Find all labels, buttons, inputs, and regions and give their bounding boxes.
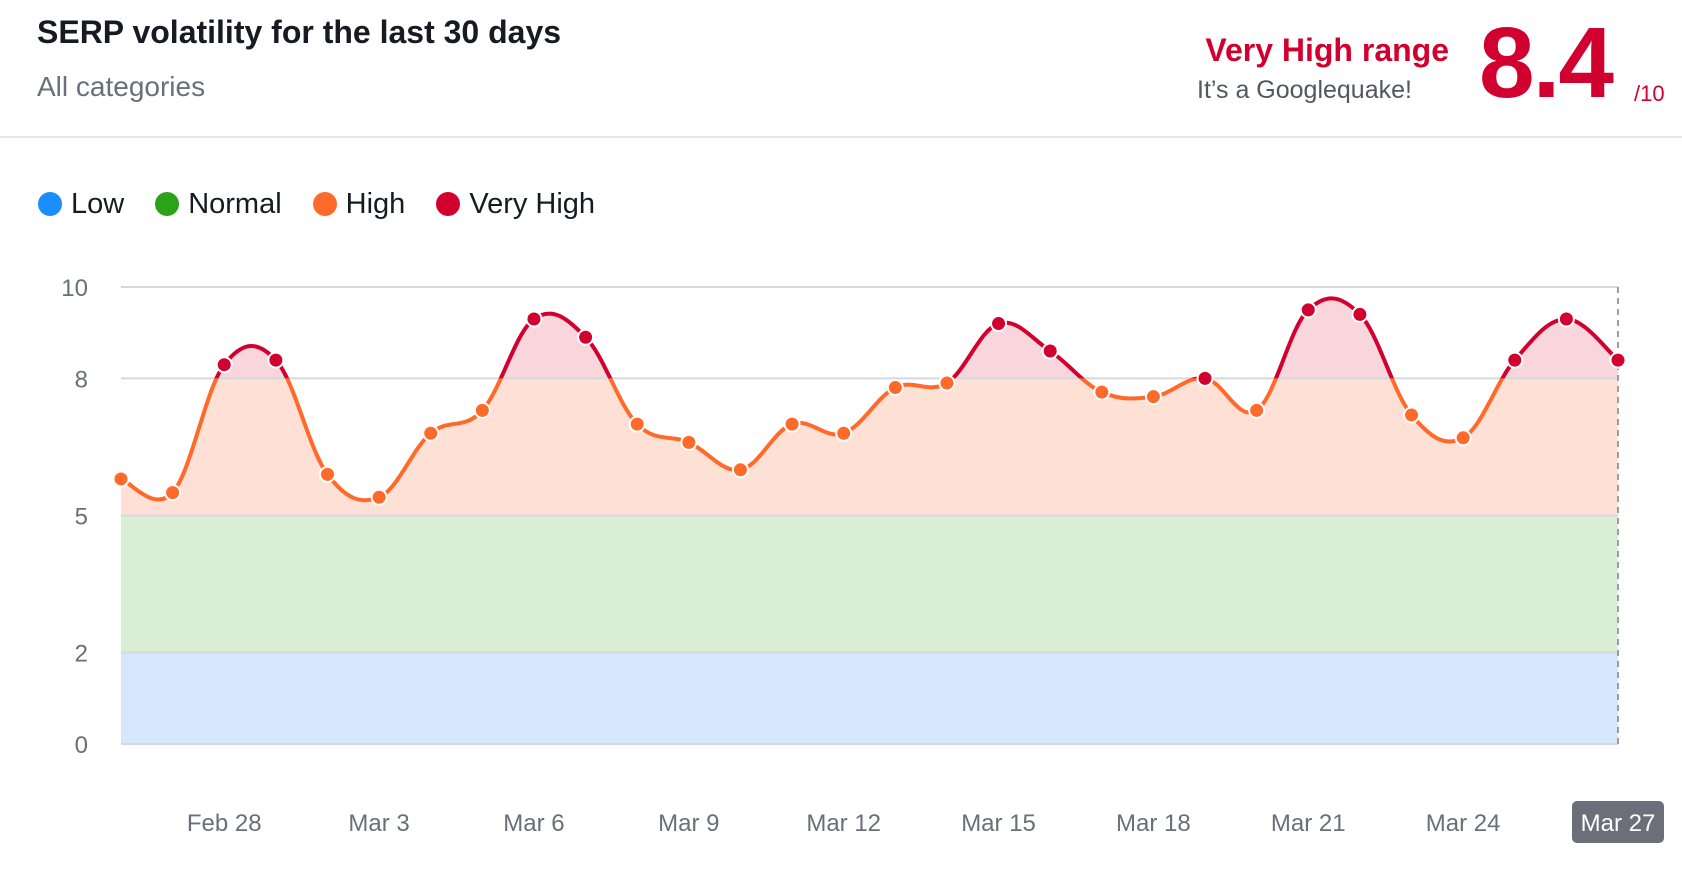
very-high-dot-icon bbox=[436, 192, 461, 216]
x-tick-label: Mar 15 bbox=[961, 810, 1036, 837]
data-point bbox=[1144, 388, 1162, 406]
data-point bbox=[112, 470, 130, 488]
data-point bbox=[525, 310, 543, 328]
y-tick-label: 0 bbox=[75, 732, 88, 759]
data-point bbox=[473, 401, 491, 419]
data-point bbox=[267, 351, 285, 369]
x-tick-label-selected: Mar 27 bbox=[1581, 810, 1656, 837]
legend-label: Very High bbox=[469, 187, 596, 220]
y-tick-label: 2 bbox=[75, 641, 88, 668]
legend-label: Low bbox=[71, 187, 125, 220]
series-line-very-high bbox=[214, 296, 1620, 379]
page-title: SERP volatility for the last 30 days bbox=[37, 14, 562, 50]
x-tick-label: Mar 12 bbox=[806, 810, 881, 837]
high-area bbox=[121, 378, 1618, 516]
data-point bbox=[1557, 310, 1575, 328]
data-point bbox=[215, 356, 233, 374]
data-point bbox=[1609, 351, 1627, 369]
data-point bbox=[886, 379, 904, 397]
data-point bbox=[628, 415, 646, 433]
selected-date-badge bbox=[1572, 801, 1664, 843]
x-tick-label: Mar 9 bbox=[658, 810, 719, 837]
legend-item-very-high[interactable]: Very High bbox=[436, 188, 595, 221]
x-tick-label: Feb 28 bbox=[187, 810, 262, 837]
y-tick-label: 8 bbox=[75, 366, 88, 393]
y-tick-label: 5 bbox=[75, 504, 88, 531]
legend-label: Normal bbox=[188, 187, 282, 220]
band-normal bbox=[121, 515, 1618, 653]
legend-item-low[interactable]: Low bbox=[38, 188, 124, 221]
data-point bbox=[318, 465, 336, 483]
very-high-area bbox=[216, 298, 1618, 379]
chart-legend: Low Normal High Very High bbox=[38, 186, 626, 222]
legend-item-normal[interactable]: Normal bbox=[155, 187, 282, 221]
data-point bbox=[1506, 351, 1524, 369]
y-tick-label: 10 bbox=[61, 275, 88, 302]
data-point bbox=[1196, 369, 1214, 387]
band-low bbox=[121, 652, 1618, 744]
data-point bbox=[990, 315, 1008, 333]
data-point bbox=[938, 374, 956, 392]
data-point bbox=[164, 484, 182, 502]
volatility-score-max: /10 bbox=[1634, 81, 1665, 106]
legend-label: High bbox=[345, 187, 406, 220]
data-point bbox=[1041, 342, 1059, 360]
legend-item-high[interactable]: High bbox=[312, 187, 406, 221]
band-group bbox=[121, 515, 1618, 744]
x-tick-label: Mar 6 bbox=[503, 810, 564, 837]
normal-dot-icon bbox=[155, 192, 180, 216]
x-tick-label: Mar 18 bbox=[1116, 810, 1191, 837]
data-point bbox=[1351, 305, 1369, 323]
data-point bbox=[1403, 406, 1421, 424]
range-description: It’s a Googlequake! bbox=[1197, 76, 1412, 104]
data-point bbox=[731, 461, 749, 479]
chart-header: SERP volatility for the last 30 days All… bbox=[0, 0, 1682, 138]
range-label: Very High range bbox=[1205, 32, 1449, 68]
data-point bbox=[680, 433, 698, 451]
data-point bbox=[370, 488, 388, 506]
high-dot-icon bbox=[312, 192, 337, 216]
data-point bbox=[783, 415, 801, 433]
low-dot-icon bbox=[38, 192, 62, 216]
data-point bbox=[1299, 301, 1317, 319]
data-point bbox=[1248, 401, 1266, 419]
series-line-high bbox=[120, 378, 1505, 503]
x-tick-label: Mar 21 bbox=[1271, 810, 1346, 837]
category-subtitle: All categories bbox=[37, 71, 206, 102]
volatility-score: 8.4 bbox=[1479, 7, 1614, 119]
data-point bbox=[577, 328, 595, 346]
data-point bbox=[1093, 383, 1111, 401]
data-point bbox=[835, 424, 853, 442]
x-tick-label: Mar 24 bbox=[1426, 810, 1501, 837]
data-point bbox=[422, 424, 440, 442]
data-point bbox=[1454, 429, 1472, 447]
x-tick-label: Mar 3 bbox=[348, 810, 409, 837]
